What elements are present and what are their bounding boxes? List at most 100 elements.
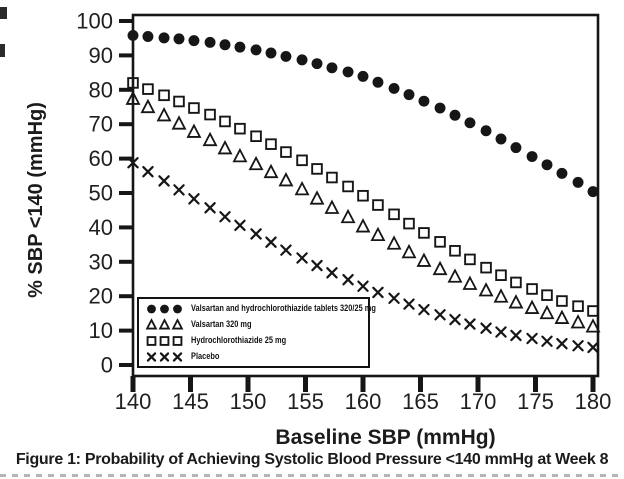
open-square-marker (587, 305, 599, 317)
filled-circle-marker (173, 304, 182, 314)
filled-circle-marker (234, 41, 246, 53)
open-square-marker (204, 108, 216, 121)
open-square-marker (541, 289, 553, 301)
open-square-marker (146, 336, 157, 346)
filled-circle-marker (403, 89, 415, 101)
open-triangle-marker (186, 123, 202, 138)
open-square-marker (495, 269, 507, 281)
y-tick-label: 70 (89, 112, 113, 137)
open-triangle-marker (416, 252, 432, 267)
filled-circle-marker (250, 44, 262, 56)
filled-circle-legend-icon (147, 304, 156, 314)
open-triangle-legend-icon (158, 318, 171, 330)
y-tick-label: 90 (89, 43, 113, 68)
open-triangle-marker (508, 294, 524, 309)
y-tick-label: 50 (89, 181, 113, 206)
filled-circle-marker (326, 62, 338, 74)
x-cross-marker (526, 332, 538, 345)
open-square-marker (388, 208, 400, 221)
open-triangle-marker (171, 318, 184, 330)
x-cross-marker (146, 351, 157, 362)
y-tick-label: 30 (89, 249, 113, 274)
y-tick-label: 0 (101, 353, 113, 378)
x-tick-label: 145 (172, 389, 209, 414)
open-square-marker (357, 189, 369, 202)
scan-artifact-mark (0, 44, 5, 57)
x-cross-marker (188, 193, 200, 205)
open-square-marker (510, 276, 522, 289)
data-series (125, 29, 601, 354)
filled-circle-marker (587, 186, 599, 198)
x-cross-marker (480, 322, 492, 334)
filled-circle-marker (572, 176, 584, 188)
filled-circle-marker (127, 29, 139, 41)
open-square-marker (326, 171, 338, 184)
open-square-marker (342, 180, 354, 193)
series-x-cross (127, 157, 599, 354)
y-tick-label: 40 (89, 215, 113, 240)
filled-circle-marker (495, 133, 507, 145)
y-tick-label: 10 (89, 318, 113, 343)
open-triangle-marker (370, 226, 386, 242)
open-triangle-marker (158, 318, 171, 330)
open-triangle-marker (309, 190, 325, 205)
open-triangle-marker (401, 243, 417, 259)
filled-circle-marker (418, 95, 430, 107)
x-cross-marker (495, 326, 507, 338)
open-triangle-marker (156, 106, 172, 122)
open-triangle-marker (524, 299, 540, 314)
series-open-triangle (125, 90, 601, 333)
open-triangle-marker (140, 98, 156, 114)
x-tick-label: 160 (345, 389, 382, 414)
open-square-legend-icon (159, 336, 170, 346)
x-cross-marker (173, 184, 185, 196)
filled-circle-marker (158, 32, 170, 44)
open-square-marker (449, 245, 461, 257)
open-square-marker (142, 83, 154, 95)
open-square-legend-icon (172, 336, 183, 346)
open-square-marker (159, 336, 170, 346)
x-cross-marker (572, 340, 584, 352)
open-square-marker (480, 261, 492, 274)
x-cross-marker (464, 318, 476, 330)
open-square-marker (280, 146, 292, 158)
filled-circle-marker (142, 31, 154, 42)
x-cross-marker (158, 175, 170, 187)
x-cross-legend-icon (159, 351, 170, 362)
legend-label: Valsartan 320 mg (191, 319, 252, 331)
open-triangle-legend-icon (171, 318, 184, 330)
x-tick-label: 150 (230, 389, 267, 414)
x-cross-marker (172, 351, 183, 362)
open-square-marker (127, 77, 139, 89)
legend-item: Valsartan and hydrochlorothiazide tablet… (145, 301, 376, 316)
filled-circle-marker (219, 39, 231, 51)
x-tick-label: 165 (402, 389, 439, 414)
x-cross-marker (541, 335, 553, 347)
filled-circle-marker (464, 117, 476, 129)
open-triangle-marker (355, 218, 371, 233)
open-triangle-marker (278, 171, 294, 187)
open-triangle-legend-icon (145, 318, 158, 330)
x-axis-title: Baseline SBP (mmHg) (275, 426, 496, 449)
filled-circle-marker (342, 66, 354, 78)
open-triangle-marker (217, 140, 233, 155)
y-tick-label: 60 (89, 146, 113, 171)
x-cross-marker (280, 244, 292, 256)
x-cross-marker (142, 165, 154, 178)
x-cross-legend-icon (146, 351, 157, 362)
legend-item: Placebo (145, 349, 368, 364)
filled-circle-marker (449, 109, 461, 121)
x-cross-marker (219, 211, 231, 223)
legend-label: Hydrochlorothiazide 25 mg (191, 334, 287, 346)
open-triangle-marker (432, 260, 448, 276)
x-cross-marker (388, 292, 400, 304)
filled-circle-marker (357, 70, 369, 82)
open-square-marker (158, 89, 170, 102)
x-cross-marker (296, 252, 308, 264)
open-square-marker (556, 295, 568, 307)
open-triangle-marker (171, 115, 187, 130)
x-cross-marker (234, 219, 246, 232)
x-cross-marker (418, 303, 430, 316)
x-cross-marker (204, 202, 216, 214)
x-tick-label: 170 (460, 389, 497, 414)
